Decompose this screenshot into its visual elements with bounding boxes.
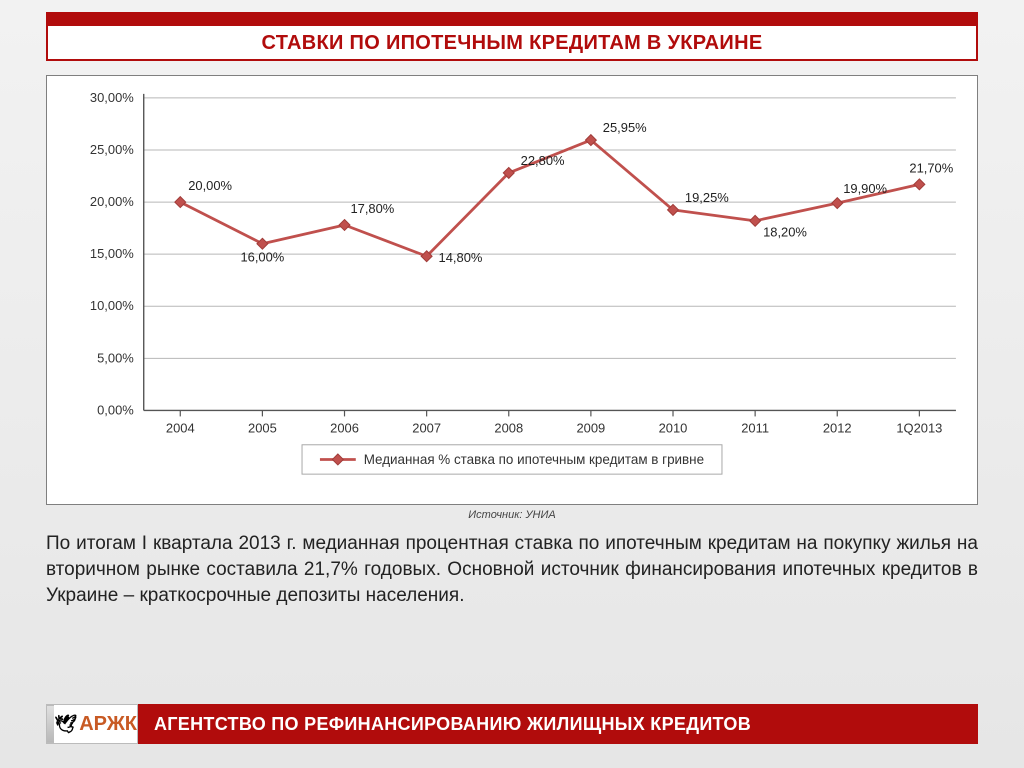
title-block: СТАВКИ ПО ИПОТЕЧНЫМ КРЕДИТАМ В УКРАИНЕ — [46, 12, 978, 61]
agency-bar: АГЕНТСТВО ПО РЕФИНАНСИРОВАНИЮ ЖИЛИЩНЫХ К… — [138, 704, 978, 744]
source-citation: Источник: УНИА — [46, 509, 978, 521]
svg-text:19,90%: 19,90% — [843, 181, 887, 196]
svg-text:17,80%: 17,80% — [350, 201, 394, 216]
svg-text:2012: 2012 — [823, 420, 852, 435]
agency-title: АГЕНТСТВО ПО РЕФИНАНСИРОВАНИЮ ЖИЛИЩНЫХ К… — [154, 714, 751, 735]
rates-chart: 0,00% 5,00% 10,00% 15,00% 20,00% 25,00% 30,00%… — [46, 75, 978, 505]
slide-root: СТАВКИ ПО ИПОТЕЧНЫМ КРЕДИТАМ В УКРАИНЕ 0… — [0, 0, 1024, 768]
svg-text:1Q2013: 1Q2013 — [896, 420, 942, 435]
svg-text:2006: 2006 — [330, 420, 359, 435]
svg-text:2009: 2009 — [577, 420, 606, 435]
logo-text: АРЖК — [79, 713, 137, 736]
svg-text:2007: 2007 — [412, 420, 441, 435]
title-accent-bar — [46, 12, 978, 24]
svg-text:10,00%: 10,00% — [90, 298, 134, 313]
stork-icon: 🕊 — [54, 714, 77, 735]
chart-svg: 0,00% 5,00% 10,00% 15,00% 20,00% 25,00% 30,00%… — [47, 76, 977, 504]
svg-text:2008: 2008 — [494, 420, 523, 435]
svg-text:21,70%: 21,70% — [909, 160, 953, 175]
logo-block: 🕊 АРЖК — [46, 704, 138, 744]
svg-text:22,80%: 22,80% — [521, 153, 565, 168]
svg-text:16,00%: 16,00% — [240, 250, 284, 265]
description-paragraph: По итогам I квартала 2013 г. медианная п… — [46, 531, 978, 610]
svg-text:Медианная % ставка по ипотечны: Медианная % ставка по ипотечным кредитам… — [364, 452, 704, 467]
svg-text:0,00%: 0,00% — [97, 402, 134, 417]
title-box: СТАВКИ ПО ИПОТЕЧНЫМ КРЕДИТАМ В УКРАИНЕ — [46, 24, 978, 61]
page-title: СТАВКИ ПО ИПОТЕЧНЫМ КРЕДИТАМ В УКРАИНЕ — [262, 32, 763, 54]
svg-text:19,25%: 19,25% — [685, 190, 729, 205]
svg-text:25,00%: 25,00% — [90, 142, 134, 157]
svg-text:15,00%: 15,00% — [90, 246, 134, 261]
svg-text:5,00%: 5,00% — [97, 350, 134, 365]
svg-text:2011: 2011 — [741, 420, 769, 435]
svg-text:14,80%: 14,80% — [439, 250, 483, 265]
svg-text:2005: 2005 — [248, 420, 277, 435]
svg-text:18,20%: 18,20% — [763, 225, 807, 240]
footer: 🕊 АРЖК АГЕНТСТВО ПО РЕФИНАНСИРОВАНИЮ ЖИЛ… — [46, 704, 978, 744]
logo-stripe — [47, 705, 54, 743]
svg-text:30,00%: 30,00% — [90, 90, 134, 105]
svg-text:2010: 2010 — [659, 420, 688, 435]
svg-text:20,00%: 20,00% — [90, 194, 134, 209]
svg-text:20,00%: 20,00% — [188, 178, 232, 193]
svg-text:2004: 2004 — [166, 420, 195, 435]
svg-text:25,95%: 25,95% — [603, 120, 647, 135]
